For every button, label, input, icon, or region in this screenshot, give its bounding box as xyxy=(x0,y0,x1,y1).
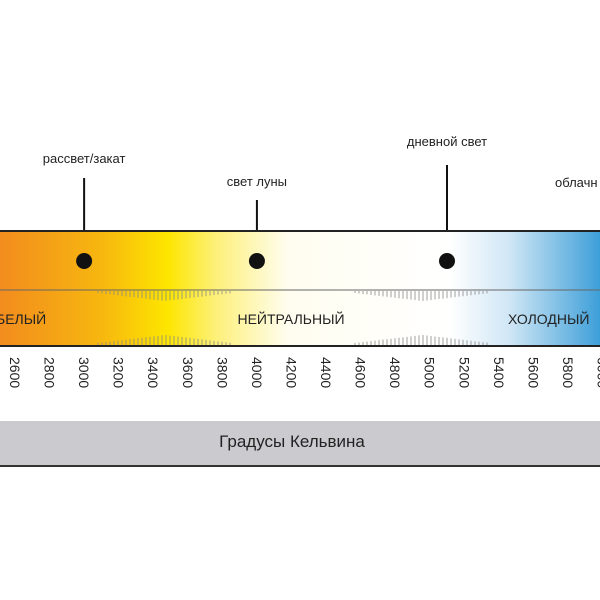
zone-label-neutral: НЕЙТРАЛЬНЫЙ xyxy=(237,310,344,327)
kelvin-tick-labels: 2600 2800 3000 3200 3400 3600 3800 4000 4200 4400… xyxy=(7,357,600,388)
axis-label-band xyxy=(0,421,600,466)
tick-label: 3600 xyxy=(180,357,196,388)
tick-label: 6000 xyxy=(595,357,600,388)
tick-label: 4400 xyxy=(318,357,334,388)
annotation-label: дневной свет xyxy=(407,134,487,149)
annotation-markers xyxy=(76,253,455,269)
tick-label: 4200 xyxy=(283,357,299,388)
tick-label: 4000 xyxy=(249,357,265,388)
tick-label: 3200 xyxy=(111,357,127,388)
tick-label: 3800 xyxy=(214,357,230,388)
tick-label: 3400 xyxy=(145,357,161,388)
annotation-dot xyxy=(76,253,93,269)
tick-label: 5600 xyxy=(525,357,541,388)
annotation-label: облачн xyxy=(555,175,598,190)
tick-label: 2800 xyxy=(42,357,58,388)
tick-label: 2600 xyxy=(7,357,23,388)
tick-label: 5400 xyxy=(491,357,507,388)
zone-label-warm: БЕЛЫЙ xyxy=(0,310,46,327)
transition-hatching xyxy=(97,291,488,345)
tick-label: 5800 xyxy=(560,357,576,388)
annotation-dot xyxy=(439,253,455,269)
tick-label: 4600 xyxy=(353,357,369,388)
annotation-dot xyxy=(248,253,265,269)
zone-label-cool: ХОЛОДНЫЙ xyxy=(508,310,589,327)
annotation-label: рассвет/закат xyxy=(43,151,126,166)
tick-label: 5200 xyxy=(456,357,472,388)
tick-label: 5000 xyxy=(422,357,438,388)
tick-label: 4800 xyxy=(387,357,403,388)
tick-label: 3000 xyxy=(76,357,92,388)
temperature-gradient-bar xyxy=(0,231,600,346)
axis-label: Градусы Кельвина xyxy=(219,432,365,451)
annotation-label: свет луны xyxy=(227,174,287,189)
